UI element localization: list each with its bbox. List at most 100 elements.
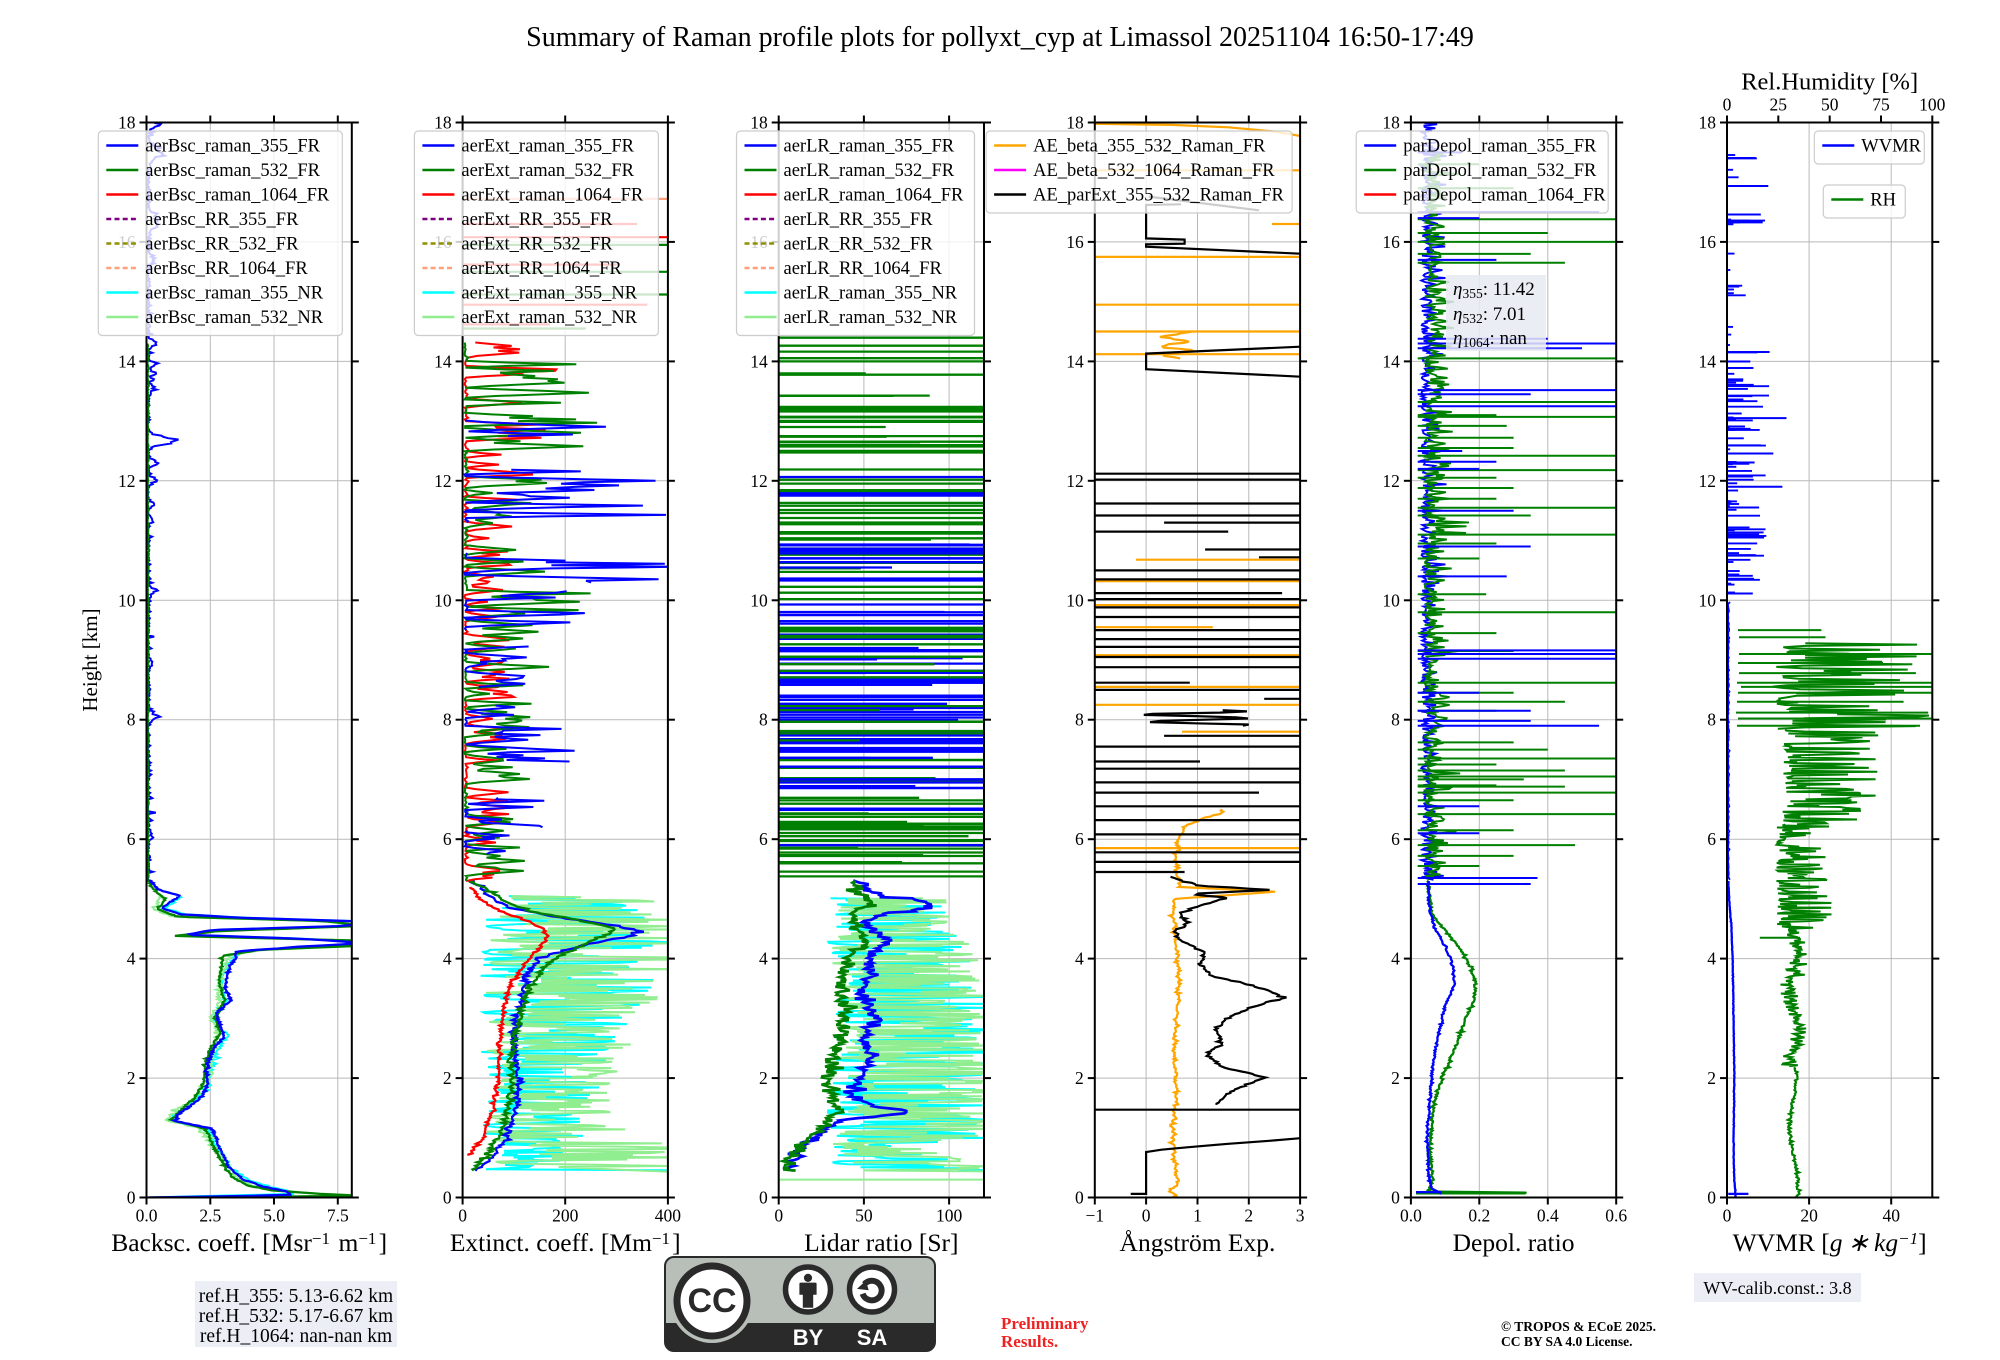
svg-text:0: 0 xyxy=(1723,95,1732,115)
svg-text:100: 100 xyxy=(936,1206,963,1226)
svg-text:Summary of Raman profile plots: Summary of Raman profile plots for polly… xyxy=(526,22,1474,53)
svg-text:10: 10 xyxy=(750,590,768,610)
svg-text:40: 40 xyxy=(1882,1206,1900,1226)
svg-text:0.0: 0.0 xyxy=(1400,1206,1422,1226)
svg-text:14: 14 xyxy=(750,351,768,371)
svg-text:aerBsc_RR_532_FR: aerBsc_RR_532_FR xyxy=(145,235,299,255)
svg-text:50: 50 xyxy=(1821,95,1839,115)
svg-text:8: 8 xyxy=(1391,710,1400,730)
svg-text:0.6: 0.6 xyxy=(1605,1206,1627,1226)
svg-text:4: 4 xyxy=(1391,949,1400,969)
svg-text:10: 10 xyxy=(1382,590,1400,610)
svg-text:4: 4 xyxy=(759,949,768,969)
svg-text:Depol. ratio: Depol. ratio xyxy=(1453,1228,1575,1257)
svg-text:8: 8 xyxy=(1707,710,1716,730)
svg-text:14: 14 xyxy=(1066,351,1084,371)
svg-text:aerLR_raman_532_NR: aerLR_raman_532_NR xyxy=(784,308,958,328)
svg-text:12: 12 xyxy=(1699,471,1717,491)
svg-text:8: 8 xyxy=(443,710,452,730)
svg-text:aerBsc_raman_355_NR: aerBsc_raman_355_NR xyxy=(145,284,323,304)
svg-text:10: 10 xyxy=(118,590,136,610)
svg-text:12: 12 xyxy=(118,471,136,491)
svg-text:Ångström Exp.: Ångström Exp. xyxy=(1120,1228,1276,1257)
svg-text:aerBsc_raman_1064_FR: aerBsc_raman_1064_FR xyxy=(145,186,330,206)
svg-text:3: 3 xyxy=(1296,1206,1305,1226)
svg-text:50: 50 xyxy=(855,1206,873,1226)
svg-text:aerLR_raman_532_FR: aerLR_raman_532_FR xyxy=(784,161,955,181)
svg-text:aerBsc_raman_532_FR: aerBsc_raman_532_FR xyxy=(145,161,320,181)
svg-text:8: 8 xyxy=(127,710,136,730)
svg-text:2.5: 2.5 xyxy=(199,1206,221,1226)
svg-text:18: 18 xyxy=(1382,113,1400,133)
svg-text:0: 0 xyxy=(1391,1188,1400,1208)
svg-text:10: 10 xyxy=(1699,590,1717,610)
svg-text:AE_beta_355_532_Raman_FR: AE_beta_355_532_Raman_FR xyxy=(1033,137,1266,157)
svg-text:aerExt_raman_355_FR: aerExt_raman_355_FR xyxy=(461,137,634,157)
svg-text:aerLR_raman_355_FR: aerLR_raman_355_FR xyxy=(784,137,955,157)
svg-text:14: 14 xyxy=(1699,351,1717,371)
svg-text:2: 2 xyxy=(443,1068,452,1088)
svg-text:18: 18 xyxy=(434,113,452,133)
svg-text:Rel.Humidity [%]: Rel.Humidity [%] xyxy=(1741,69,1918,96)
svg-text:aerLR_RR_1064_FR: aerLR_RR_1064_FR xyxy=(784,259,943,279)
svg-text:0: 0 xyxy=(458,1206,467,1226)
svg-text:0.4: 0.4 xyxy=(1537,1206,1559,1226)
svg-text:AE_parExt_355_532_Raman_FR: AE_parExt_355_532_Raman_FR xyxy=(1033,186,1284,206)
svg-text:18: 18 xyxy=(1699,113,1717,133)
svg-text:ref.H_532: 5.17-6.67 km: ref.H_532: 5.17-6.67 km xyxy=(199,1306,393,1327)
svg-text:SA: SA xyxy=(857,1325,888,1350)
svg-text:8: 8 xyxy=(759,710,768,730)
svg-text:WVMR: WVMR xyxy=(1861,137,1921,157)
svg-text:2: 2 xyxy=(1244,1206,1253,1226)
svg-text:6: 6 xyxy=(1391,829,1400,849)
svg-text:4: 4 xyxy=(1075,949,1084,969)
svg-text:aerExt_raman_1064_FR: aerExt_raman_1064_FR xyxy=(461,186,644,206)
svg-text:0: 0 xyxy=(127,1188,136,1208)
svg-text:6: 6 xyxy=(1075,829,1084,849)
svg-text:−1: −1 xyxy=(1085,1206,1104,1226)
svg-text:100: 100 xyxy=(1919,95,1946,115)
svg-text:8: 8 xyxy=(1075,710,1084,730)
svg-text:12: 12 xyxy=(434,471,452,491)
svg-text:0: 0 xyxy=(759,1188,768,1208)
svg-text:18: 18 xyxy=(1066,113,1084,133)
svg-text:18: 18 xyxy=(118,113,136,133)
svg-text:RH: RH xyxy=(1870,191,1896,211)
svg-text:6: 6 xyxy=(1707,829,1716,849)
svg-text:2: 2 xyxy=(1707,1068,1716,1088)
svg-text:Lidar ratio [Sr]: Lidar ratio [Sr] xyxy=(804,1228,958,1257)
svg-text:2: 2 xyxy=(1075,1068,1084,1088)
svg-text:Results.: Results. xyxy=(1001,1332,1058,1351)
svg-text:aerExt_raman_532_FR: aerExt_raman_532_FR xyxy=(461,161,634,181)
svg-text:aerExt_raman_532_NR: aerExt_raman_532_NR xyxy=(461,308,637,328)
svg-text:0: 0 xyxy=(1142,1206,1151,1226)
svg-text:CC: CC xyxy=(687,1282,736,1320)
svg-text:aerLR_RR_355_FR: aerLR_RR_355_FR xyxy=(784,210,934,230)
svg-text:6: 6 xyxy=(759,829,768,849)
svg-text:aerLR_raman_355_NR: aerLR_raman_355_NR xyxy=(784,284,958,304)
svg-text:6: 6 xyxy=(443,829,452,849)
svg-text:aerExt_RR_532_FR: aerExt_RR_532_FR xyxy=(461,235,613,255)
svg-text:16: 16 xyxy=(1382,232,1400,252)
svg-text:ref.H_1064: nan-nan km: ref.H_1064: nan-nan km xyxy=(200,1326,392,1347)
svg-text:14: 14 xyxy=(118,351,136,371)
svg-text:1: 1 xyxy=(1193,1206,1202,1226)
svg-text:aerBsc_RR_1064_FR: aerBsc_RR_1064_FR xyxy=(145,259,308,279)
svg-text:20: 20 xyxy=(1800,1206,1818,1226)
svg-text:WV-calib.const.: 3.8: WV-calib.const.: 3.8 xyxy=(1703,1278,1851,1298)
svg-text:0: 0 xyxy=(1075,1188,1084,1208)
svg-text:0: 0 xyxy=(1723,1206,1732,1226)
svg-text:ref.H_355: 5.13-6.62 km: ref.H_355: 5.13-6.62 km xyxy=(199,1286,393,1307)
svg-text:Height [km]: Height [km] xyxy=(78,608,102,711)
svg-text:parDepol_raman_355_FR: parDepol_raman_355_FR xyxy=(1403,137,1597,157)
svg-text:12: 12 xyxy=(1382,471,1400,491)
svg-text:η1064: nan: η1064: nan xyxy=(1453,328,1527,350)
svg-text:2: 2 xyxy=(1391,1068,1400,1088)
svg-text:25: 25 xyxy=(1770,95,1788,115)
svg-text:parDepol_raman_532_FR: parDepol_raman_532_FR xyxy=(1403,161,1597,181)
svg-text:0.0: 0.0 xyxy=(136,1206,158,1226)
svg-text:6: 6 xyxy=(127,829,136,849)
svg-text:400: 400 xyxy=(655,1206,682,1226)
svg-text:CC BY SA 4.0 License.: CC BY SA 4.0 License. xyxy=(1501,1334,1633,1349)
svg-text:0.2: 0.2 xyxy=(1468,1206,1490,1226)
